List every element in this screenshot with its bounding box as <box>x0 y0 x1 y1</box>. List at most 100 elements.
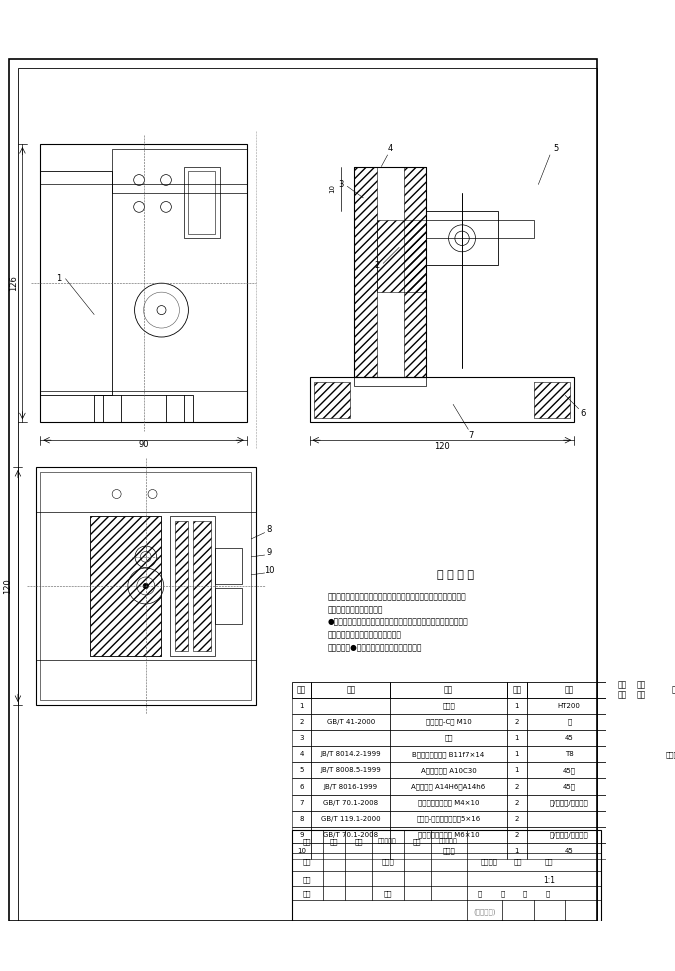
Text: 4: 4 <box>387 144 393 153</box>
Text: 比例: 比例 <box>545 858 554 865</box>
Bar <box>215 588 242 624</box>
Bar <box>292 714 311 730</box>
Text: 120: 120 <box>434 442 450 451</box>
Text: 9: 9 <box>267 548 272 556</box>
Bar <box>184 167 220 238</box>
Text: HT200: HT200 <box>558 703 580 709</box>
Bar <box>292 746 311 762</box>
Text: 45: 45 <box>565 735 574 741</box>
Bar <box>612 698 632 714</box>
Bar <box>612 682 632 698</box>
Text: 总计
重量: 总计 重量 <box>637 680 646 699</box>
Text: 分区: 分区 <box>354 838 363 845</box>
Text: GB/T 119.1-2000: GB/T 119.1-2000 <box>321 816 381 821</box>
Text: 8: 8 <box>299 816 304 821</box>
Text: 内六角圆柱头螺钉 M6×10: 内六角圆柱头螺钉 M6×10 <box>418 831 479 838</box>
Text: 代号: 代号 <box>346 686 356 694</box>
Bar <box>632 714 651 730</box>
Bar <box>526 762 612 779</box>
Text: 2: 2 <box>514 800 519 806</box>
Text: 进入装配的零件及部件（包括外购件、外协件），均必须具有检验部: 进入装配的零件及部件（包括外购件、外协件），均必须具有检验部 <box>327 592 466 602</box>
Circle shape <box>143 584 148 588</box>
Bar <box>311 779 390 794</box>
Bar <box>507 827 526 843</box>
Text: 共: 共 <box>478 890 482 896</box>
Bar <box>311 827 390 843</box>
Text: 5: 5 <box>554 144 559 153</box>
Text: 7: 7 <box>299 800 304 806</box>
Bar <box>292 698 311 714</box>
Text: 45钢: 45钢 <box>563 767 576 774</box>
Text: 心轴: 心轴 <box>444 735 453 742</box>
Bar <box>311 811 390 827</box>
Bar <box>632 730 651 746</box>
Bar <box>526 730 612 746</box>
Text: ●件在装配前必须清理和清洗干净，不得有毛刺、飞边、氧化皮、锈: ●件在装配前必须清理和清洗干净，不得有毛刺、飞边、氧化皮、锈 <box>327 618 468 627</box>
Bar <box>651 843 675 859</box>
Text: 10: 10 <box>297 848 306 854</box>
Bar <box>651 682 675 698</box>
Bar <box>390 794 507 811</box>
Bar <box>612 843 632 859</box>
Bar <box>632 762 651 779</box>
Text: JB/T 8014.2-1999: JB/T 8014.2-1999 <box>321 752 381 757</box>
Text: 2: 2 <box>514 816 519 821</box>
Text: GB/T 70.1-2008: GB/T 70.1-2008 <box>323 800 379 806</box>
Bar <box>311 762 390 779</box>
Bar <box>188 171 215 234</box>
Bar <box>311 843 390 859</box>
Text: 2: 2 <box>514 719 519 725</box>
Bar <box>651 714 675 730</box>
Bar <box>632 827 651 843</box>
Text: 10: 10 <box>264 566 275 575</box>
Text: 第: 第 <box>522 890 527 896</box>
Bar <box>612 746 632 762</box>
Bar <box>311 746 390 762</box>
Bar <box>612 811 632 827</box>
Text: (图号区域): (图号区域) <box>473 908 495 915</box>
Bar <box>90 517 161 655</box>
Text: T8: T8 <box>565 752 574 757</box>
Text: 蚀、切屑、油污、着色剂和灰尘等。: 蚀、切屑、油污、着色剂和灰尘等。 <box>327 630 402 639</box>
Text: 数量: 数量 <box>512 686 521 694</box>
Text: 张: 张 <box>500 890 505 896</box>
Bar <box>507 730 526 746</box>
Text: A型侧装夹面 A10C30: A型侧装夹面 A10C30 <box>421 767 477 774</box>
Bar <box>507 746 526 762</box>
Text: 3: 3 <box>299 735 304 741</box>
Text: 5: 5 <box>299 767 304 773</box>
Bar <box>193 520 211 651</box>
Bar <box>426 220 534 238</box>
Text: 钢/不锈钢/有色金属: 钢/不锈钢/有色金属 <box>550 799 589 806</box>
Text: 钢/不锈钢/有色金属: 钢/不锈钢/有色金属 <box>550 831 589 838</box>
Text: 2: 2 <box>514 784 519 789</box>
Text: JB/T 8016-1999: JB/T 8016-1999 <box>324 784 378 789</box>
Bar <box>314 382 350 418</box>
Bar <box>507 843 526 859</box>
Text: 1: 1 <box>514 848 519 854</box>
Bar <box>612 762 632 779</box>
Bar <box>632 794 651 811</box>
Bar <box>311 794 390 811</box>
Bar <box>632 811 651 827</box>
Bar <box>651 762 675 779</box>
Bar <box>651 698 675 714</box>
Bar <box>390 746 507 762</box>
Bar <box>292 794 311 811</box>
Bar <box>526 794 612 811</box>
Bar <box>612 730 632 746</box>
Bar <box>292 827 311 843</box>
Bar <box>311 698 390 714</box>
Bar <box>526 682 612 698</box>
Text: 1: 1 <box>299 703 304 709</box>
Text: 重量: 重量 <box>514 858 522 865</box>
Bar <box>292 730 311 746</box>
Bar <box>426 212 498 265</box>
Bar <box>651 730 675 746</box>
Bar <box>40 171 112 395</box>
Text: 1: 1 <box>514 703 519 709</box>
Bar <box>354 378 426 386</box>
Text: 4: 4 <box>299 752 304 757</box>
Text: 1:1: 1:1 <box>543 876 555 886</box>
Text: 对刀块: 对刀块 <box>442 848 455 854</box>
